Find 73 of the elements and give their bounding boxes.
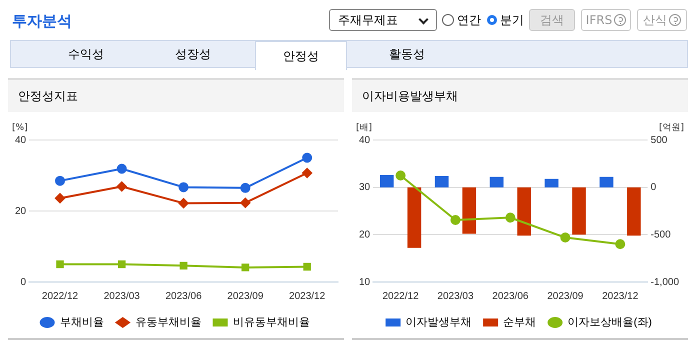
chart-title: 이자비용발생부채 [352, 78, 688, 112]
text: 투자분석 [12, 12, 72, 31]
point [240, 198, 250, 208]
point [118, 260, 126, 268]
bar [627, 187, 641, 236]
y2-tick-label: -500 [650, 229, 672, 240]
chart-title: 안정성지표 [8, 78, 344, 112]
y2-tick-label: 0 [650, 182, 657, 194]
point [505, 212, 516, 223]
text: 수익성 [67, 46, 105, 63]
point [450, 214, 460, 225]
y-axis-title: [배] [356, 122, 372, 133]
y2-tick-label: -1,000 [650, 276, 680, 288]
legend-label: 이자보상배율(좌) [568, 316, 652, 329]
legend-label: 부채비율 [60, 316, 104, 329]
bar [517, 187, 531, 236]
text: 성장성 [174, 46, 212, 63]
text: 연간 [457, 12, 481, 28]
point [178, 182, 189, 192]
text: IFRS [586, 13, 612, 27]
point [396, 170, 406, 180]
text: 분기 [500, 12, 524, 28]
y-tick-label: 30 [359, 182, 371, 194]
x-tick-label: 2023/12 [289, 290, 326, 302]
point [302, 168, 312, 178]
bar [434, 176, 449, 188]
text: 활동성 [388, 46, 426, 63]
x-tick-label: 2022/12 [382, 290, 420, 302]
y-axis-title: [%] [12, 122, 28, 133]
bar [572, 187, 586, 235]
y-tick-label: 0 [20, 276, 27, 288]
point [302, 152, 312, 163]
x-tick-label: 2023/06 [165, 290, 202, 302]
x-tick-label: 2023/06 [492, 290, 529, 302]
y2-tick-label: 500 [650, 134, 668, 146]
point [615, 239, 626, 250]
text: 산식 [643, 12, 667, 28]
point [178, 198, 189, 208]
y2-axis-title: [억원] [658, 122, 684, 133]
bar [380, 175, 394, 188]
y-tick-label: 20 [359, 229, 371, 240]
point [116, 164, 127, 174]
point [56, 260, 64, 268]
point [560, 232, 570, 243]
text: 검색 [529, 9, 575, 31]
x-tick-label: 2023/03 [437, 290, 474, 302]
point [180, 262, 188, 270]
bar [544, 178, 558, 188]
bar [462, 187, 476, 234]
bar [600, 176, 614, 188]
legend-label: 순부채 [503, 316, 536, 329]
y-tick-label: 40 [359, 134, 371, 146]
y-tick-label: 40 [15, 134, 27, 146]
point [303, 262, 311, 271]
x-tick-label: 2023/12 [602, 290, 639, 302]
point [242, 264, 250, 272]
y-tick-label: 10 [359, 276, 371, 288]
point [240, 182, 250, 193]
text: 주재무제표 [338, 12, 398, 28]
bar [490, 176, 504, 188]
legend-label: 비유동부채비율 [232, 316, 310, 329]
y-tick-label: 20 [15, 206, 27, 217]
bar [407, 187, 422, 248]
x-tick-label: 2023/03 [104, 290, 140, 302]
x-tick-label: 2023/09 [227, 290, 264, 302]
point [55, 176, 66, 186]
point [116, 182, 127, 192]
x-tick-label: 2022/12 [42, 290, 79, 302]
point [55, 193, 66, 204]
text: 안정성 [255, 41, 347, 70]
legend-label: 유동부채비율 [135, 316, 202, 329]
legend-label: 이자발생부채 [406, 316, 472, 329]
x-tick-label: 2023/09 [547, 290, 584, 302]
